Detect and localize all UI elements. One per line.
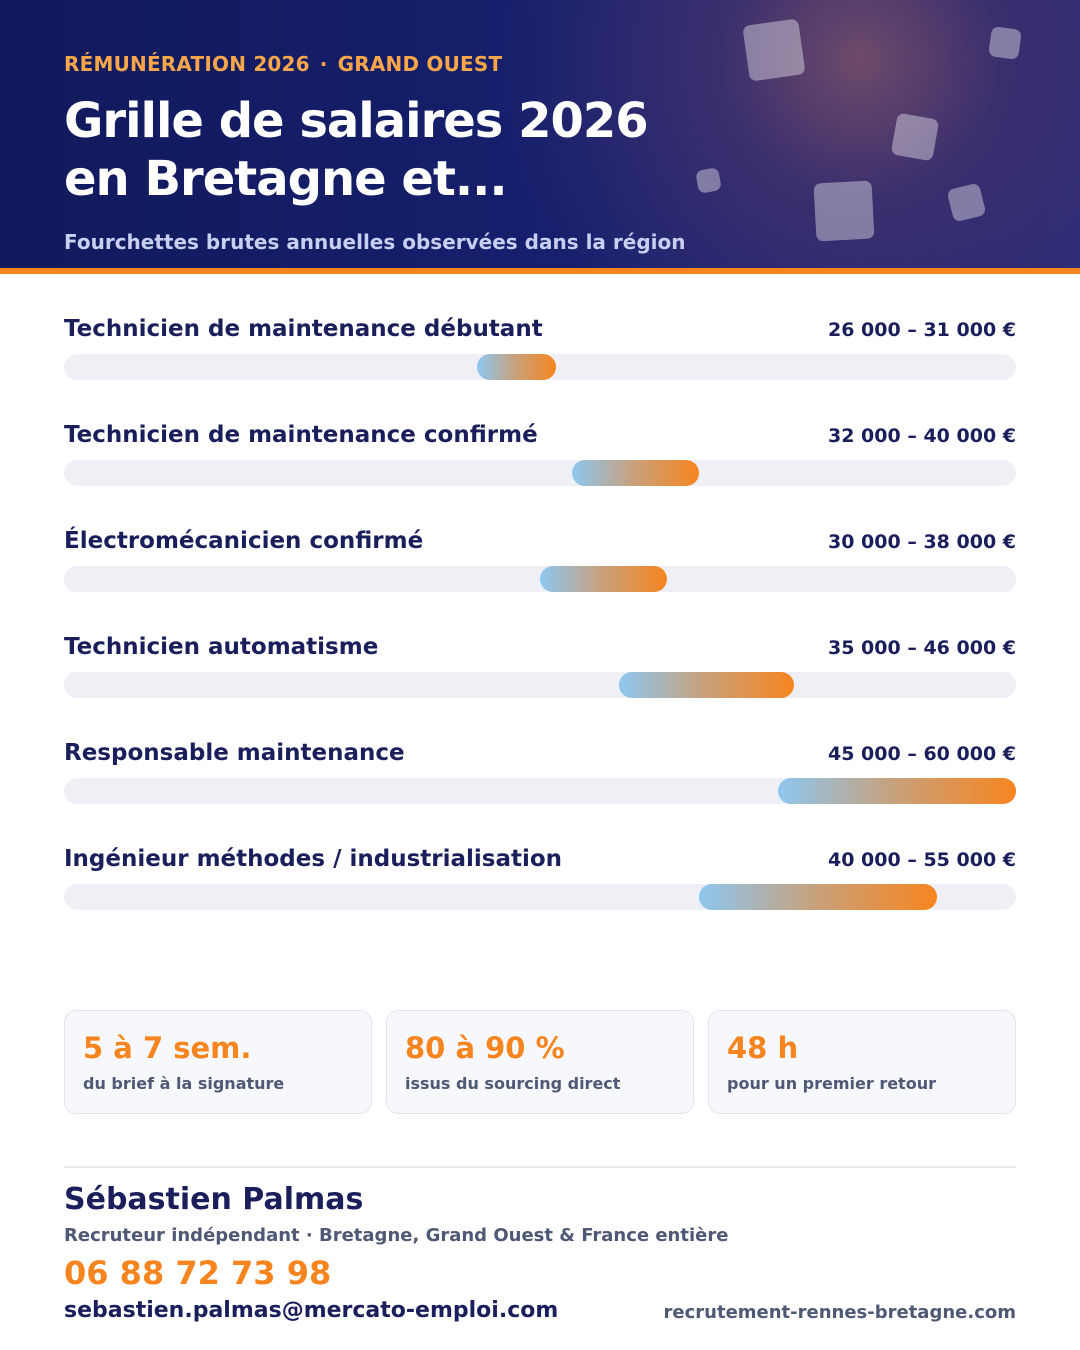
chart-row: Électromécanicien confirmé 30 000 – 38 00…	[64, 528, 1016, 598]
stat-label: issus du sourcing direct	[405, 1074, 621, 1093]
range-value-label: 40 000 – 55 000 €	[828, 849, 1016, 871]
range-track	[64, 566, 1016, 592]
chart-row: Technicien de maintenance confirmé 32 000…	[64, 422, 1016, 492]
range-bar	[540, 566, 667, 592]
category-label: Ingénieur méthodes / industrialisation	[64, 846, 563, 872]
range-bar	[571, 460, 699, 486]
decorative-square-icon	[813, 180, 875, 242]
range-value-label: 26 000 – 31 000 €	[828, 319, 1016, 341]
range-bar	[476, 354, 556, 380]
eyebrow: RÉMUNÉRATION 2026 · GRAND OUEST	[64, 52, 502, 76]
category-label: Responsable maintenance	[64, 740, 405, 766]
stats-row: 5 à 7 sem. du brief à la signature 80 à …	[64, 1010, 1016, 1114]
category-label: Technicien de maintenance débutant	[64, 316, 543, 342]
stat-value: 80 à 90 %	[405, 1031, 565, 1065]
stat-label: pour un premier retour	[727, 1074, 936, 1093]
stat-label: du brief à la signature	[83, 1074, 285, 1093]
chart-row: Ingénieur méthodes / industrialisation 40…	[64, 846, 1016, 916]
decorative-square-icon	[946, 182, 987, 223]
range-value-label: 45 000 – 60 000 €	[828, 743, 1016, 765]
range-track	[64, 460, 1016, 486]
range-value-label: 32 000 – 40 000 €	[828, 425, 1016, 447]
eyebrow-right: GRAND OUEST	[337, 52, 503, 76]
range-bar	[778, 778, 1016, 804]
range-value-label: 35 000 – 46 000 €	[828, 637, 1016, 659]
decorative-square-icon	[695, 167, 722, 194]
contact-email[interactable]: sebastien.palmas@mercato-emploi.com	[64, 1298, 559, 1323]
chart-row: Responsable maintenance 45 000 – 60 000 €	[64, 740, 1016, 810]
range-track	[64, 884, 1016, 910]
stat-card: 5 à 7 sem. du brief à la signature	[64, 1010, 372, 1114]
page-subtitle: Fourchettes brutes annuelles observées d…	[64, 230, 686, 254]
stat-value: 48 h	[727, 1031, 799, 1065]
decorative-square-icon	[742, 18, 806, 82]
range-value-label: 30 000 – 38 000 €	[828, 531, 1016, 553]
eyebrow-left: RÉMUNÉRATION 2026	[64, 52, 310, 76]
range-track	[64, 778, 1016, 804]
range-track	[64, 354, 1016, 380]
title-line-2: en Bretagne et...	[64, 151, 508, 207]
stat-value: 5 à 7 sem.	[83, 1031, 252, 1065]
category-label: Technicien de maintenance confirmé	[64, 422, 538, 448]
contact-website[interactable]: recrutement-rennes-bretagne.com	[663, 1302, 1016, 1323]
decorative-square-icon	[890, 112, 940, 162]
eyebrow-separator: ·	[319, 52, 328, 76]
range-bar	[698, 884, 937, 910]
contact-phone[interactable]: 06 88 72 73 98	[64, 1254, 332, 1292]
chart-row: Technicien automatisme 35 000 – 46 000 €	[64, 634, 1016, 704]
chart-row: Technicien de maintenance débutant 26 000…	[64, 316, 1016, 386]
contact-name: Sébastien Palmas	[64, 1182, 364, 1217]
header-banner: RÉMUNÉRATION 2026 · GRAND OUEST Grille de …	[0, 0, 1080, 268]
title-line-1: Grille de salaires 2026	[64, 93, 649, 149]
header-accent-bar	[0, 268, 1080, 274]
decorative-square-icon	[988, 26, 1022, 60]
category-label: Technicien automatisme	[64, 634, 379, 660]
range-bar	[619, 672, 794, 698]
category-label: Électromécanicien confirmé	[64, 528, 424, 554]
footer-divider	[64, 1166, 1016, 1168]
contact-role: Recruteur indépendant · Bretagne, Grand …	[64, 1225, 729, 1246]
stat-card: 48 h pour un premier retour	[708, 1010, 1016, 1114]
range-track	[64, 672, 1016, 698]
stat-card: 80 à 90 % issus du sourcing direct	[386, 1010, 694, 1114]
page-title: Grille de salaires 2026 en Bretagne et..…	[64, 92, 744, 208]
